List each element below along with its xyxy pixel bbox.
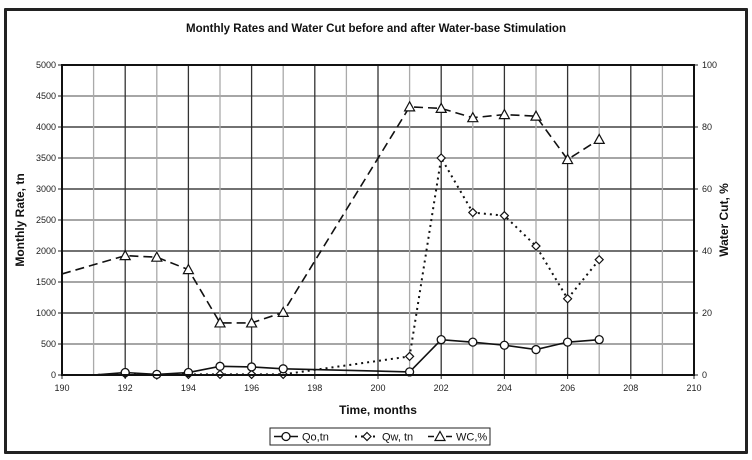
- data-point-circle: [215, 361, 225, 371]
- y2-tick-label: 20: [702, 308, 712, 318]
- series-layer: [61, 100, 606, 380]
- data-point-diamond: [499, 210, 510, 221]
- data-point-circle: [531, 344, 541, 355]
- y2-axis-label: Water Cut, %: [717, 183, 731, 257]
- x-tick-label: 194: [181, 383, 196, 393]
- legend-entry: Qw, tn: [355, 432, 413, 444]
- data-point-triangle: [466, 111, 479, 123]
- series-wc-: [61, 100, 606, 328]
- y2-tick-label: 40: [702, 246, 712, 256]
- x-tick-label: 196: [244, 383, 259, 393]
- series-line: [61, 106, 600, 324]
- data-point-triangle: [119, 249, 132, 261]
- y-tick-label: 1000: [36, 308, 56, 318]
- data-point-circle: [246, 362, 257, 372]
- data-point-circle: [468, 337, 478, 347]
- data-point-diamond: [436, 153, 447, 163]
- data-point-triangle: [529, 109, 543, 121]
- legend: Qo,tn Qw, tn WC,%: [269, 427, 491, 446]
- x-tick-label: 192: [118, 383, 133, 393]
- y-tick-label: 4000: [36, 122, 56, 132]
- y2-tick-label: 0: [702, 370, 707, 380]
- data-point-circle: [278, 364, 288, 374]
- y-tick-label: 3500: [36, 153, 56, 163]
- x-tick-label: 200: [370, 383, 385, 393]
- data-point-diamond: [594, 254, 605, 265]
- y2-tick-label: 100: [702, 60, 717, 70]
- y-axis-ticks: 0 500 1000 1500 2000 2500 3000 3500 4000 4500 5000: [36, 60, 62, 380]
- data-point-circle: [594, 335, 604, 345]
- plot-area-border: [61, 64, 695, 376]
- y2-axis-ticks: 0 20 40 60 80 100: [694, 60, 717, 380]
- x-axis-label: Time, months: [339, 403, 417, 417]
- chart-title: Monthly Rates and Water Cut before and a…: [186, 23, 566, 35]
- chart-frame: [4, 8, 748, 454]
- y-tick-label: 2000: [36, 246, 56, 256]
- x-tick-label: 202: [434, 383, 449, 393]
- y-tick-label: 5000: [36, 60, 56, 70]
- data-point-diamond: [404, 351, 415, 362]
- legend-label: WC,%: [456, 432, 487, 444]
- y-tick-label: 2500: [36, 215, 56, 225]
- data-point-circle: [436, 335, 446, 345]
- legend-entry: Qo,tn: [274, 432, 329, 444]
- legend-label: Qw, tn: [382, 432, 413, 444]
- legend-label: Qo,tn: [302, 432, 329, 444]
- data-point-triangle: [277, 306, 290, 317]
- series-qw-tn: [62, 153, 605, 380]
- data-point-triangle: [561, 153, 574, 165]
- x-tick-label: 208: [623, 383, 638, 393]
- data-point-triangle: [182, 263, 195, 275]
- y-tick-label: 4500: [36, 91, 56, 101]
- x-tick-label: 190: [54, 383, 69, 393]
- data-point-diamond: [562, 293, 573, 304]
- series-line: [62, 155, 600, 377]
- series-line: [62, 338, 600, 376]
- y2-tick-label: 60: [702, 184, 712, 194]
- data-point-circle: [499, 340, 510, 350]
- data-point-diamond: [531, 241, 541, 251]
- x-tick-label: 206: [560, 383, 575, 393]
- y-tick-label: 0: [51, 370, 56, 380]
- y-axis-label: Monthly Rate, tn: [13, 173, 27, 266]
- data-point-triangle: [245, 316, 258, 328]
- legend-entry: WC,%: [428, 430, 487, 444]
- x-axis-ticks: 190 192 194 196 198 200 202 204 206 208 210: [54, 375, 702, 393]
- y2-tick-label: 80: [702, 122, 712, 132]
- grid: [62, 64, 694, 376]
- data-point-triangle: [433, 430, 447, 442]
- data-point-triangle: [435, 102, 448, 113]
- y-tick-label: 3000: [36, 184, 56, 194]
- data-point-circle: [562, 337, 573, 347]
- data-point-triangle: [213, 316, 227, 328]
- series-qo-tn: [62, 335, 604, 380]
- data-point-diamond: [467, 207, 478, 218]
- data-point-triangle: [498, 108, 511, 120]
- x-tick-label: 198: [307, 383, 322, 393]
- data-point-triangle: [403, 100, 416, 112]
- y-tick-label: 1500: [36, 277, 56, 287]
- data-point-triangle: [150, 250, 163, 262]
- y-tick-label: 500: [41, 339, 56, 349]
- data-point-diamond: [362, 431, 372, 442]
- data-point-circle: [281, 431, 291, 442]
- x-tick-label: 210: [686, 383, 701, 393]
- data-point-triangle: [593, 133, 606, 144]
- x-tick-label: 204: [497, 383, 512, 393]
